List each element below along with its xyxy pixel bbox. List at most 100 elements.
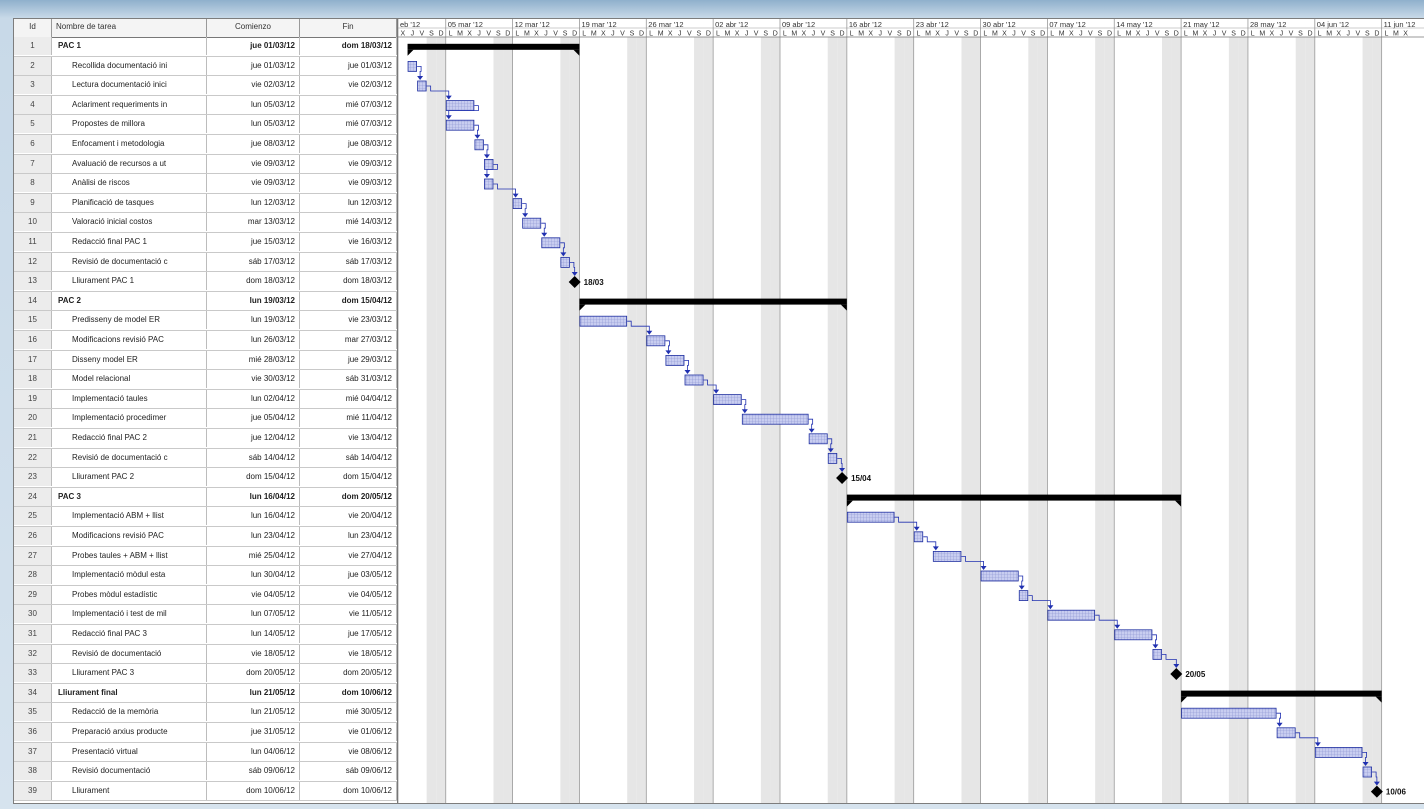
task-id-cell[interactable]: 14 [14, 291, 52, 310]
table-row[interactable]: 4 Aclariment requeriments in lun 05/03/12 m… [14, 95, 397, 116]
task-name-cell[interactable]: Aclariment requeriments in [52, 95, 207, 114]
task-start-cell[interactable]: lun 23/04/12 [207, 527, 300, 545]
task-name-cell[interactable]: Implementació mòdul esta [52, 566, 207, 585]
task-name-cell[interactable]: Redacció de la memòria [52, 703, 207, 722]
task-name-cell[interactable]: Probes mòdul estadístic [52, 585, 207, 604]
table-row[interactable]: 38 Revisió documentació sáb 09/06/12 sáb 09… [14, 762, 397, 782]
task-end-cell[interactable]: dom 18/03/12 [300, 37, 397, 55]
task-name-cell[interactable]: Probes taules + ABM + llist [52, 546, 207, 565]
table-row[interactable]: 35 Redacció de la memòria lun 21/05/12 mié … [14, 703, 397, 723]
task-end-cell[interactable]: jue 03/05/12 [300, 566, 397, 585]
table-row[interactable]: 32 Revisió de documentació vie 18/05/12 vie… [14, 644, 397, 665]
table-row[interactable]: 23 Lliurament PAC 2 dom 15/04/12 dom 15/04/… [14, 468, 397, 488]
task-end-cell[interactable]: vie 02/03/12 [300, 76, 397, 95]
task-name-cell[interactable]: Lliurament PAC 1 [52, 272, 207, 291]
table-row[interactable]: 13 Lliurament PAC 1 dom 18/03/12 dom 18/03/… [14, 272, 397, 292]
task-id-cell[interactable]: 17 [14, 350, 52, 369]
task-id-cell[interactable]: 9 [14, 193, 52, 212]
table-row[interactable]: 8 Anàlisi de riscos vie 09/03/12 vie 09/03/… [14, 174, 397, 194]
task-end-cell[interactable]: vie 08/06/12 [300, 742, 397, 761]
task-end-cell[interactable]: vie 09/03/12 [300, 154, 397, 173]
task-start-cell[interactable]: lun 16/04/12 [207, 507, 300, 526]
task-end-cell[interactable]: lun 12/03/12 [300, 193, 397, 212]
task-start-cell[interactable]: vie 18/05/12 [207, 644, 300, 663]
task-name-cell[interactable]: Implementació i test de mil [52, 605, 207, 624]
task-name-cell[interactable]: Disseny model ER [52, 350, 207, 369]
task-end-cell[interactable]: vie 13/04/12 [300, 429, 397, 447]
task-start-cell[interactable]: lun 07/05/12 [207, 605, 300, 624]
table-row[interactable]: 20 Implementació procedimer jue 05/04/12 mi… [14, 409, 397, 429]
task-start-cell[interactable]: vie 09/03/12 [207, 174, 300, 193]
task-end-cell[interactable]: sáb 09/06/12 [300, 762, 397, 781]
task-id-cell[interactable]: 23 [14, 468, 52, 487]
task-end-cell[interactable]: dom 15/04/12 [300, 468, 397, 487]
task-name-cell[interactable]: Revisió documentació [52, 762, 207, 781]
table-row[interactable]: 7 Avaluació de recursos a ut vie 09/03/12 v… [14, 154, 397, 175]
table-row[interactable]: 36 Preparació arxius producte jue 31/05/12… [14, 723, 397, 743]
task-start-cell[interactable]: lun 05/03/12 [207, 95, 300, 114]
table-row[interactable]: 37 Presentació virtual lun 04/06/12 vie 08/… [14, 742, 397, 763]
task-name-cell[interactable]: Recollida documentació ini [52, 56, 207, 75]
task-name-cell[interactable]: Redacció final PAC 2 [52, 429, 207, 447]
task-start-cell[interactable]: lun 12/03/12 [207, 193, 300, 212]
task-end-cell[interactable]: dom 20/05/12 [300, 487, 397, 506]
task-start-cell[interactable]: lun 04/06/12 [207, 742, 300, 761]
table-row[interactable]: 18 Model relacional vie 30/03/12 sáb 31/03/… [14, 370, 397, 390]
table-row[interactable]: 34 Lliurament final lun 21/05/12 dom 10/06/… [14, 683, 397, 704]
table-row[interactable]: 2 Recollida documentació ini jue 01/03/12 j… [14, 56, 397, 77]
table-row[interactable]: 12 Revisió de documentació c sáb 17/03/12 s… [14, 252, 397, 273]
task-start-cell[interactable]: mié 25/04/12 [207, 546, 300, 565]
task-id-cell[interactable]: 10 [14, 213, 52, 232]
task-end-cell[interactable]: dom 10/06/12 [300, 683, 397, 702]
task-id-cell[interactable]: 37 [14, 742, 52, 761]
task-start-cell[interactable]: lun 19/03/12 [207, 291, 300, 310]
task-name-cell[interactable]: Modificacions revisió PAC [52, 331, 207, 349]
table-row[interactable]: 5 Propostes de millora lun 05/03/12 mié 07/… [14, 115, 397, 135]
table-row[interactable]: 22 Revisió de documentació c sáb 14/04/12 s… [14, 448, 397, 469]
task-start-cell[interactable]: lun 21/05/12 [207, 683, 300, 702]
task-id-cell[interactable]: 35 [14, 703, 52, 722]
task-id-cell[interactable]: 31 [14, 625, 52, 643]
task-name-cell[interactable]: Model relacional [52, 370, 207, 389]
task-start-cell[interactable]: sáb 17/03/12 [207, 252, 300, 271]
task-name-cell[interactable]: Lectura documentació inici [52, 76, 207, 95]
table-row[interactable]: 33 Lliurament PAC 3 dom 20/05/12 dom 20/05/… [14, 664, 397, 684]
table-row[interactable]: 16 Modificacions revisió PAC lun 26/03/12 m… [14, 331, 397, 351]
task-id-cell[interactable]: 33 [14, 664, 52, 683]
task-end-cell[interactable]: vie 27/04/12 [300, 546, 397, 565]
task-name-cell[interactable]: Lliurament PAC 3 [52, 664, 207, 683]
task-start-cell[interactable]: dom 10/06/12 [207, 781, 300, 800]
task-start-cell[interactable]: vie 02/03/12 [207, 76, 300, 95]
task-end-cell[interactable]: vie 04/05/12 [300, 585, 397, 604]
task-name-cell[interactable]: Implementació procedimer [52, 409, 207, 428]
task-end-cell[interactable]: jue 01/03/12 [300, 56, 397, 75]
task-start-cell[interactable]: lun 21/05/12 [207, 703, 300, 722]
table-row[interactable]: 27 Probes taules + ABM + llist mié 25/04/1… [14, 546, 397, 567]
task-id-cell[interactable]: 27 [14, 546, 52, 565]
task-id-cell[interactable]: 20 [14, 409, 52, 428]
task-end-cell[interactable]: vie 16/03/12 [300, 233, 397, 251]
task-end-cell[interactable]: vie 23/03/12 [300, 311, 397, 330]
task-id-cell[interactable]: 1 [14, 37, 52, 55]
task-id-cell[interactable]: 5 [14, 115, 52, 134]
task-name-cell[interactable]: Predisseny de model ER [52, 311, 207, 330]
table-row[interactable]: 24 PAC 3 lun 16/04/12 dom 20/05/12 [14, 487, 397, 508]
task-name-cell[interactable]: Propostes de millora [52, 115, 207, 134]
task-name-cell[interactable]: Planificació de tasques [52, 193, 207, 212]
table-row[interactable]: 26 Modificacions revisió PAC lun 23/04/12 l… [14, 527, 397, 547]
task-id-cell[interactable]: 12 [14, 252, 52, 271]
task-end-cell[interactable]: dom 15/04/12 [300, 291, 397, 310]
table-row[interactable]: 11 Redacció final PAC 1 jue 15/03/12 vie 16… [14, 233, 397, 253]
task-start-cell[interactable]: lun 19/03/12 [207, 311, 300, 330]
table-row[interactable]: 17 Disseny model ER mié 28/03/12 jue 29/03/… [14, 350, 397, 371]
task-start-cell[interactable]: lun 02/04/12 [207, 389, 300, 408]
task-start-cell[interactable]: lun 05/03/12 [207, 115, 300, 134]
table-row[interactable]: 1 PAC 1 jue 01/03/12 dom 18/03/12 [14, 37, 397, 57]
task-end-cell[interactable]: dom 10/06/12 [300, 781, 397, 800]
task-name-cell[interactable]: PAC 1 [52, 37, 207, 55]
task-id-cell[interactable]: 29 [14, 585, 52, 604]
table-row[interactable]: 15 Predisseny de model ER lun 19/03/12 vie … [14, 311, 397, 331]
task-end-cell[interactable]: vie 01/06/12 [300, 723, 397, 741]
task-end-cell[interactable]: sáb 14/04/12 [300, 448, 397, 467]
task-id-cell[interactable]: 32 [14, 644, 52, 663]
